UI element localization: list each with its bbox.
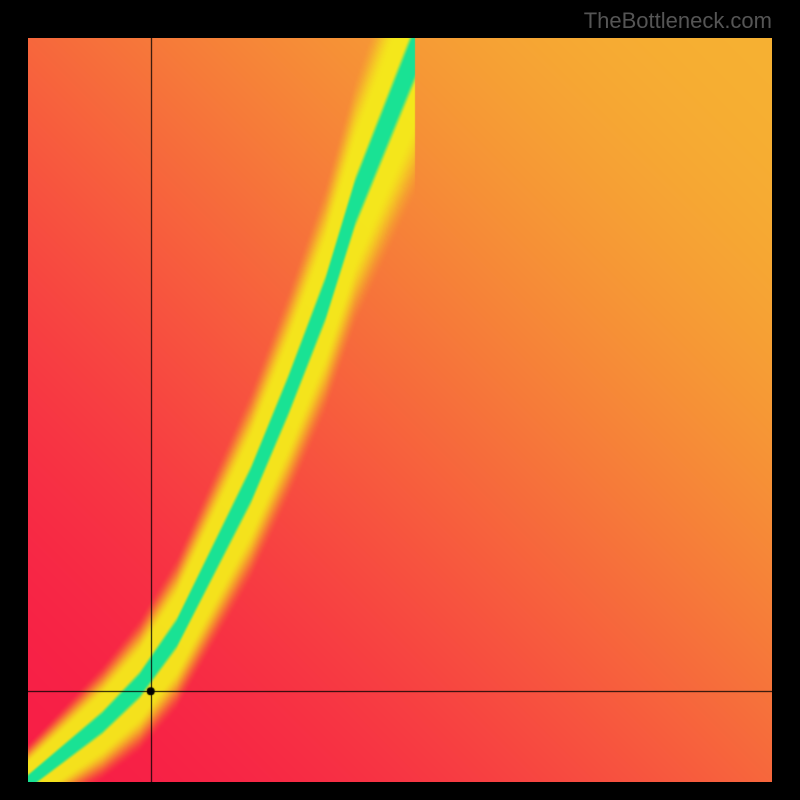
heatmap-plot bbox=[28, 38, 772, 782]
watermark-text: TheBottleneck.com bbox=[584, 8, 772, 34]
chart-frame: TheBottleneck.com bbox=[0, 0, 800, 800]
heatmap-canvas bbox=[28, 38, 772, 782]
